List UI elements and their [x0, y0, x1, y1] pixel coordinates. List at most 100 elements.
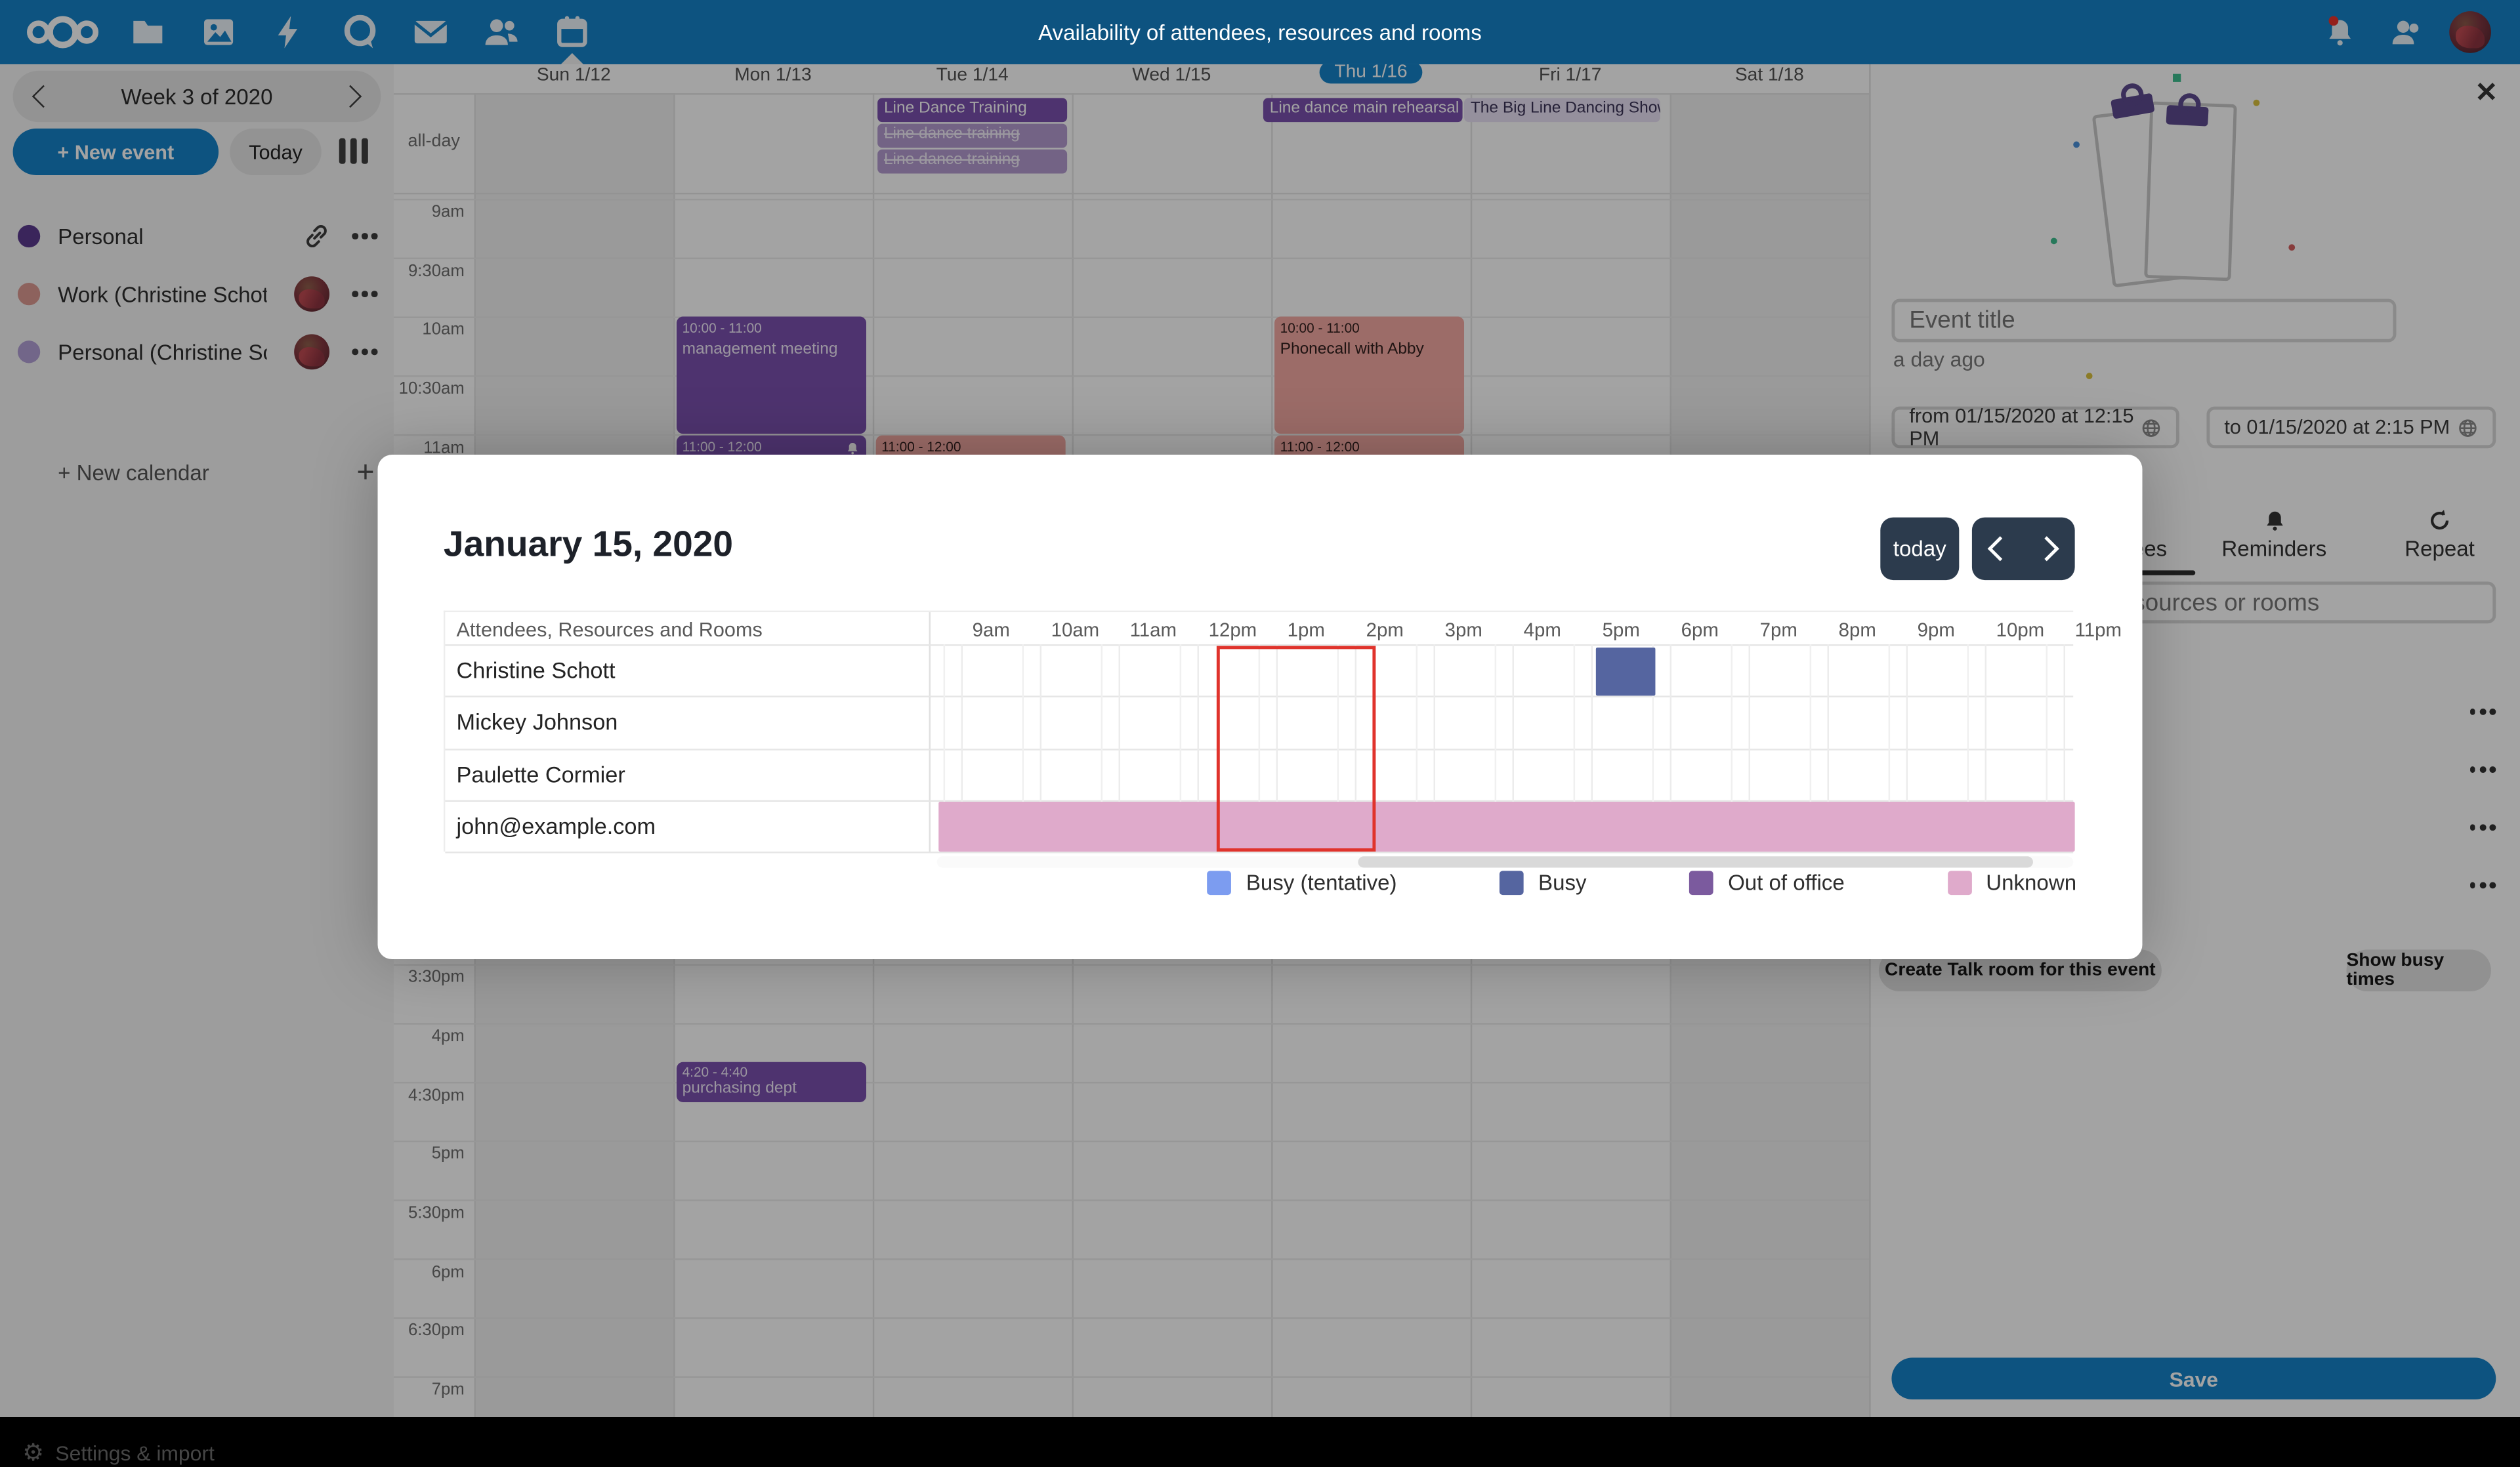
- event-purchasing-dept[interactable]: 4:20 - 4:40 purchasing dept: [675, 1062, 866, 1103]
- calendar-color-dot: [17, 341, 41, 363]
- time-label: 3:30pm: [408, 968, 465, 987]
- day-header[interactable]: Wed 1/15: [1132, 66, 1211, 85]
- show-busy-times-button[interactable]: Show busy times: [2346, 949, 2491, 992]
- day-header-today[interactable]: Thu 1/16: [1271, 64, 1471, 84]
- legend-item: Out of office: [1689, 871, 1845, 896]
- calendar-owner-avatar: [294, 334, 330, 370]
- table-header-label: Attendees, Resources and Rooms: [456, 618, 763, 642]
- event-management-meeting[interactable]: 10:00 - 11:00 management meeting: [675, 316, 866, 434]
- timezone-globe-icon[interactable]: [2141, 417, 2162, 438]
- close-icon[interactable]: ✕: [2475, 77, 2498, 108]
- timezone-globe-icon[interactable]: [2457, 417, 2478, 438]
- attendee-row-menu-icon[interactable]: [2469, 882, 2496, 888]
- legend-swatch: [1689, 871, 1714, 896]
- all-day-label: all-day: [408, 131, 460, 152]
- attendee-row-menu-icon[interactable]: [2469, 766, 2496, 773]
- event-start-input[interactable]: from 01/15/2020 at 12:15 PM: [1891, 405, 2179, 450]
- reminders-bell-icon: [2266, 511, 2282, 531]
- day-header[interactable]: Mon 1/13: [734, 66, 812, 85]
- contacts-icon[interactable]: [482, 13, 521, 52]
- last-modified-label: a day ago: [1893, 346, 1985, 371]
- all-day-event[interactable]: Line Dance Training: [877, 98, 1068, 121]
- files-icon[interactable]: [129, 13, 167, 52]
- time-label: 9am: [431, 202, 465, 222]
- time-label: 11am: [423, 438, 465, 457]
- settings-import-button[interactable]: ⚙ Settings & import: [22, 1438, 215, 1467]
- top-header-bar: [0, 0, 2520, 64]
- hour-label: 11pm: [2074, 618, 2122, 642]
- availability-modal: January 15, 2020 today Attendees, Resour…: [377, 455, 2143, 960]
- day-header[interactable]: Tue 1/14: [936, 66, 1009, 85]
- calendar-item-work[interactable]: Work (Christine Schott): [0, 265, 394, 323]
- day-header[interactable]: Sat 1/18: [1734, 66, 1804, 85]
- next-day-icon[interactable]: [2034, 536, 2059, 562]
- hour-label: 10am: [1051, 618, 1100, 642]
- all-day-event-cancelled[interactable]: Line dance training: [877, 149, 1068, 173]
- event-title-input[interactable]: Event title: [1891, 299, 2397, 342]
- selected-time-range[interactable]: [1216, 645, 1376, 851]
- tab-reminders[interactable]: Reminders: [2197, 508, 2351, 561]
- day-header[interactable]: Fri 1/17: [1538, 66, 1602, 85]
- hour-label: 12pm: [1208, 618, 1257, 642]
- user-avatar[interactable]: [2449, 11, 2491, 53]
- event-phonecall-with-abby[interactable]: 10:00 - 11:00 Phonecall with Abby: [1273, 316, 1463, 434]
- attendee-row: Paulette Cormier: [456, 760, 625, 787]
- time-label: 5:30pm: [408, 1203, 465, 1223]
- modal-prev-next-buttons[interactable]: [1971, 517, 2075, 581]
- calendar-menu-icon[interactable]: [352, 348, 378, 355]
- talk-icon[interactable]: [341, 13, 379, 52]
- week-navigation: Week 3 of 2020: [12, 70, 381, 123]
- calendar-item-personal[interactable]: Personal: [0, 207, 394, 265]
- all-day-event-cancelled[interactable]: Line dance training: [877, 123, 1068, 148]
- availability-timeline[interactable]: [938, 644, 2075, 852]
- new-calendar-button[interactable]: + New calendar: [58, 461, 209, 486]
- all-day-event[interactable]: The Big Line Dancing Show: [1464, 98, 1660, 121]
- availability-table: Attendees, Resources and Rooms 9am 10am …: [443, 610, 2122, 854]
- timeline-scrollbar[interactable]: [936, 856, 2074, 868]
- calendar-menu-icon[interactable]: [352, 233, 378, 239]
- mail-icon[interactable]: [411, 13, 450, 52]
- day-header[interactable]: Sun 1/12: [536, 66, 611, 85]
- previous-day-icon[interactable]: [1987, 536, 2013, 562]
- attendee-row-menu-icon[interactable]: [2469, 824, 2496, 831]
- calendar-menu-icon[interactable]: [352, 291, 378, 297]
- calendar-app-icon[interactable]: [553, 13, 591, 52]
- active-app-pointer: [560, 52, 583, 64]
- plus-icon[interactable]: +: [356, 456, 375, 490]
- contacts-menu-icon[interactable]: [2390, 16, 2422, 48]
- modal-today-button[interactable]: today: [1880, 517, 1960, 581]
- new-event-button[interactable]: + New event: [12, 128, 219, 175]
- calendar-color-dot: [17, 224, 41, 248]
- legend-item: Busy: [1500, 871, 1587, 896]
- all-day-row: all-day Line Dance Training Line dance t…: [394, 93, 1870, 195]
- time-label: 5pm: [431, 1144, 465, 1164]
- view-toggle-icon[interactable]: [339, 138, 368, 164]
- availability-legend: Busy (tentative) Busy Out of office Unkn…: [1208, 871, 2076, 896]
- today-button[interactable]: Today: [230, 128, 322, 175]
- time-label: 10:30am: [398, 379, 465, 399]
- share-link-icon[interactable]: [304, 223, 329, 249]
- event-end-input[interactable]: to 01/15/2020 at 2:15 PM: [2206, 406, 2496, 449]
- day-header-row: Sun 1/12 Mon 1/13 Tue 1/14 Wed 1/15 Thu …: [394, 64, 1870, 95]
- nextcloud-logo[interactable]: [22, 13, 102, 52]
- save-button[interactable]: Save: [1891, 1357, 2496, 1400]
- scrollbar-thumb[interactable]: [1358, 856, 2033, 868]
- time-label: 6:30pm: [408, 1321, 465, 1340]
- hour-label: 8pm: [1838, 618, 1876, 642]
- tab-repeat[interactable]: Repeat: [2362, 508, 2517, 561]
- gear-icon: ⚙: [22, 1439, 45, 1467]
- attendee-row: john@example.com: [456, 812, 656, 839]
- hour-label: 3pm: [1444, 618, 1482, 642]
- hour-label: 11am: [1129, 618, 1177, 642]
- time-label: 7pm: [431, 1380, 465, 1399]
- hour-label: 1pm: [1287, 618, 1325, 642]
- legend-swatch: [1500, 871, 1524, 896]
- activity-icon[interactable]: [270, 13, 308, 52]
- calendar-item-personal-shared[interactable]: Personal (Christine Scho...: [0, 323, 394, 381]
- photos-icon[interactable]: [200, 13, 238, 52]
- time-label: 10am: [422, 320, 465, 340]
- hour-label: 7pm: [1759, 618, 1797, 642]
- all-day-event[interactable]: Line dance main rehearsal: [1263, 98, 1463, 121]
- attendee-row-menu-icon[interactable]: [2469, 709, 2496, 715]
- modal-date-title: January 15, 2020: [443, 524, 734, 564]
